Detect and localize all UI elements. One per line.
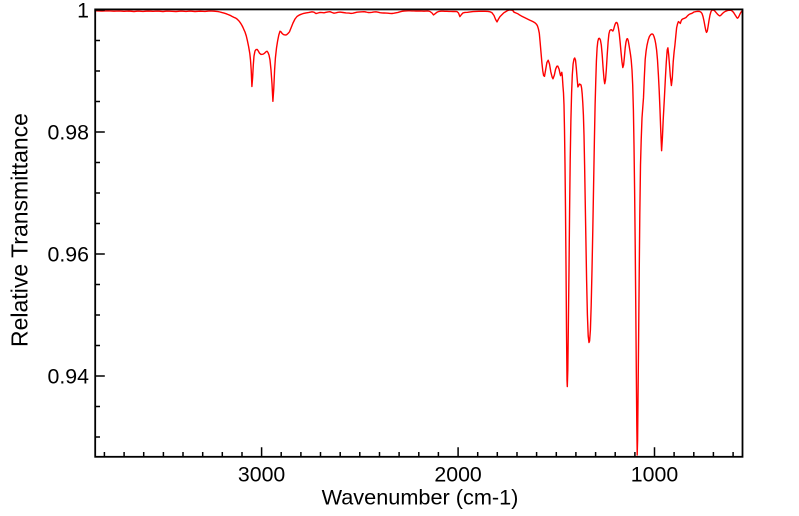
svg-text:1: 1 (77, 0, 89, 23)
svg-text:3000: 3000 (238, 462, 286, 486)
svg-text:Relative Transmittance: Relative Transmittance (7, 113, 33, 347)
svg-text:Wavenumber (cm-1): Wavenumber (cm-1) (322, 484, 519, 509)
svg-text:0.98: 0.98 (48, 121, 89, 145)
svg-text:0.94: 0.94 (48, 365, 90, 389)
svg-text:0.96: 0.96 (48, 243, 89, 267)
svg-text:2000: 2000 (434, 462, 482, 486)
svg-text:1000: 1000 (631, 462, 679, 486)
